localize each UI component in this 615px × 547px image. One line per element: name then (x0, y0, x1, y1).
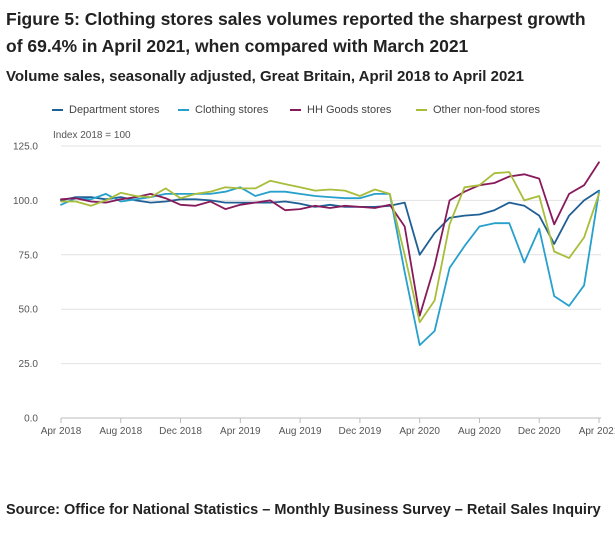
legend-swatch (178, 109, 189, 111)
x-tick-label: Apr 2020 (399, 426, 440, 437)
y-tick-label: 75.0 (19, 250, 39, 261)
legend-swatch (52, 109, 63, 111)
x-tick-label: Dec 2018 (159, 426, 202, 437)
legend-label: HH Goods stores (307, 104, 392, 116)
legend-swatch (416, 109, 427, 111)
figure-title: Figure 5: Clothing stores sales volumes … (6, 9, 586, 56)
x-tick-label: Apr 2018 (41, 426, 82, 437)
legend-item-hh-goods-stores: HH Goods stores (290, 104, 391, 116)
series-line-other-non-food-stores (60, 171, 600, 324)
chart-legend: Department stores Clothing stores HH Goods… (52, 104, 612, 120)
legend-label: Other non-food stores (433, 104, 541, 116)
y-tick-label: 50.0 (19, 305, 39, 316)
y-tick-label: 0.0 (24, 414, 38, 425)
x-tick-label: Aug 2020 (458, 426, 501, 437)
series-line-department-stores (60, 189, 600, 256)
y-tick-label: 100.0 (13, 196, 38, 207)
series-line-clothing-stores (60, 186, 600, 347)
y-axis-label: Index 2018 = 100 (53, 130, 131, 141)
x-tick-label: Apr 2021 (579, 426, 615, 437)
source-note: Source: Office for National Statistics –… (6, 502, 601, 518)
y-tick-label: 125.0 (13, 142, 38, 153)
legend-item-department-stores: Department stores (52, 104, 159, 116)
x-tick-label: Aug 2018 (99, 426, 142, 437)
legend-label: Department stores (69, 104, 160, 116)
y-tick-label: 25.0 (19, 359, 39, 370)
x-tick-label: Dec 2019 (338, 426, 381, 437)
x-tick-label: Dec 2020 (518, 426, 561, 437)
legend-item-other-non-food-stores: Other non-food stores (416, 104, 540, 116)
series-line-hh-goods-stores (60, 161, 600, 317)
x-tick-label: Apr 2019 (220, 426, 261, 437)
x-tick-label: Aug 2019 (279, 426, 322, 437)
legend-label: Clothing stores (195, 104, 269, 116)
legend-swatch (290, 109, 301, 111)
legend-item-clothing-stores: Clothing stores (178, 104, 268, 116)
line-chart: Index 2018 = 100 0.0 25.0 50.0 75.0 100.0 125.… (13, 130, 615, 437)
figure-subtitle: Volume sales, seasonally adjusted, Great… (6, 68, 524, 85)
